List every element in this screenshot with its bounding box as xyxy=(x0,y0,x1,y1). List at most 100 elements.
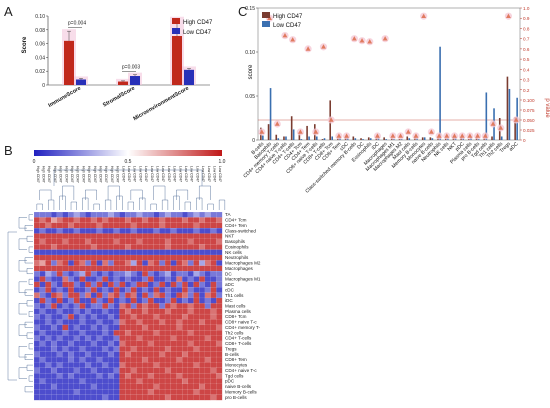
panel-b-heatmap-cell xyxy=(176,351,183,358)
panel-b-heatmap-cell xyxy=(39,378,46,385)
panel-b-heatmap-cell xyxy=(119,228,126,234)
panel-b-heatmap-cell xyxy=(142,254,149,261)
panel-c-bar xyxy=(323,138,326,140)
panel-b-heatmap-cell xyxy=(130,346,137,352)
panel-b-heatmap-cell xyxy=(170,297,177,304)
panel-b-heatmap-cell xyxy=(68,260,75,267)
panel-b-heatmap-cell xyxy=(33,340,40,347)
panel-b-heatmap-cell xyxy=(193,211,200,218)
panel-b-heatmap-cell xyxy=(45,287,52,293)
panel-b-heatmap-cell xyxy=(56,270,63,277)
panel-b-heatmap-cell xyxy=(85,324,92,331)
panel-b-heatmap-cell xyxy=(142,362,149,369)
panel-b-heatmap-cell xyxy=(79,378,86,385)
panel-b-heatmap-cell xyxy=(182,228,189,234)
panel-b-heatmap-cell xyxy=(119,265,126,272)
panel-b-heatmap-cell xyxy=(204,340,211,347)
panel-c-bar xyxy=(500,136,503,140)
panel-b-heatmap-cell xyxy=(164,340,172,347)
panel-b-row-label: CD4+ T-cells xyxy=(225,336,252,341)
panel-b-heatmap-cell xyxy=(142,351,149,358)
panel-b-heatmap-cell xyxy=(210,254,217,261)
panel-b-heatmap-cell xyxy=(45,308,52,315)
panel-b-heatmap-cell xyxy=(50,276,58,283)
panel-b-column-label: High CD47 xyxy=(36,166,40,183)
panel-b-heatmap-cell xyxy=(90,292,97,299)
panel-c-x-tick-label: iDC xyxy=(371,141,381,151)
panel-b-heatmap-cell xyxy=(182,394,189,401)
panel-b-heatmap-cell xyxy=(182,308,189,315)
panel-b-heatmap-cell xyxy=(142,340,149,347)
panel-b-heatmap-cell xyxy=(216,362,223,369)
panel-c-p-value-marker xyxy=(282,33,288,38)
panel-c-p-value-marker xyxy=(382,36,388,41)
panel-b-heatmap-cell xyxy=(56,319,63,326)
panel-b-heatmap-cell xyxy=(182,217,189,224)
panel-b-row-label: Mast cells xyxy=(225,304,246,309)
panel-b-heatmap-cell xyxy=(119,211,126,218)
panel-b-heatmap-cell xyxy=(210,346,217,352)
panel-b-heatmap-cell xyxy=(170,238,177,245)
panel-b-heatmap-cell xyxy=(85,394,92,401)
panel-c-bar xyxy=(362,139,364,140)
panel-b-heatmap-cell xyxy=(176,276,183,283)
panel-b-heatmap-cell xyxy=(142,233,149,240)
panel-b-heatmap-cell xyxy=(170,260,177,267)
panel-b-heatmap-cell xyxy=(153,287,160,293)
panel-b-heatmap-cell xyxy=(45,324,52,331)
panel-b-heatmap-cell xyxy=(39,276,46,283)
panel-b-heatmap-cell xyxy=(113,362,120,369)
panel-b-heatmap-cell xyxy=(102,287,109,293)
panel-b-heatmap-cell xyxy=(142,244,149,250)
panel-b-heatmap-cell xyxy=(176,389,183,395)
panel-b-heatmap-cell xyxy=(193,351,200,358)
panel-b-heatmap-cell xyxy=(119,362,126,369)
panel-b-row-label: Macrophages xyxy=(225,266,254,271)
panel-b-heatmap-cell xyxy=(45,233,52,240)
panel-b-heatmap-cell xyxy=(147,389,154,395)
panel-b-heatmap-cell xyxy=(96,346,103,352)
panel-b-heatmap-cell xyxy=(39,228,46,234)
panel-b-heatmap-cell xyxy=(73,238,80,245)
panel-b-heatmap-cell xyxy=(130,356,137,363)
panel-b-heatmap-cell xyxy=(159,394,166,401)
panel-b-heatmap-cell xyxy=(56,335,63,342)
panel-b-heatmap-cell xyxy=(39,244,46,250)
panel-b-heatmap-cell xyxy=(33,238,40,245)
panel-b-heatmap-cell xyxy=(113,211,120,218)
panel-b-heatmap-cell xyxy=(187,335,194,342)
panel-b-heatmap-cell xyxy=(164,324,172,331)
panel-b-heatmap-cell xyxy=(153,233,160,240)
panel-b-heatmap-cell xyxy=(159,244,166,250)
panel-b-heatmap-cell xyxy=(56,276,63,283)
panel-b-heatmap-cell xyxy=(85,367,92,374)
panel-b-heatmap-cell xyxy=(182,281,189,288)
panel-b-heatmap-cell xyxy=(85,254,92,261)
panel-b-heatmap-cell xyxy=(107,297,115,304)
panel-a-bar xyxy=(172,36,182,85)
panel-b-heatmap-cell xyxy=(102,260,109,267)
panel-b-heatmap-cell xyxy=(56,260,63,267)
panel-b-heatmap-cell xyxy=(90,351,97,358)
panel-b-heatmap-cell xyxy=(204,356,211,363)
panel-b-heatmap-cell xyxy=(119,324,126,331)
panel-b-heatmap-cell xyxy=(182,378,189,385)
panel-b-heatmap-cell xyxy=(182,270,189,277)
panel-b-heatmap-cell xyxy=(79,276,86,283)
panel-c-p-value-marker xyxy=(367,39,373,44)
panel-b-heatmap-cell xyxy=(125,254,132,261)
panel-b-heatmap-cell xyxy=(187,351,194,358)
panel-b-heatmap-cell xyxy=(113,319,120,326)
panel-b-heatmap-cell xyxy=(199,378,206,385)
panel-b-heatmap-cell xyxy=(176,356,183,363)
panel-b-heatmap-cell xyxy=(85,244,92,250)
panel-b-heatmap-cell xyxy=(142,228,149,234)
panel-b-heatmap-cell xyxy=(193,324,200,331)
panel-b-heatmap-cell xyxy=(119,313,126,320)
panel-b-heatmap-cell xyxy=(176,211,183,218)
panel-c-bar xyxy=(439,46,441,140)
panel-b-heatmap-cell xyxy=(73,287,80,293)
panel-b-heatmap-cell xyxy=(90,233,97,240)
panel-b-heatmap-cell xyxy=(153,362,160,369)
